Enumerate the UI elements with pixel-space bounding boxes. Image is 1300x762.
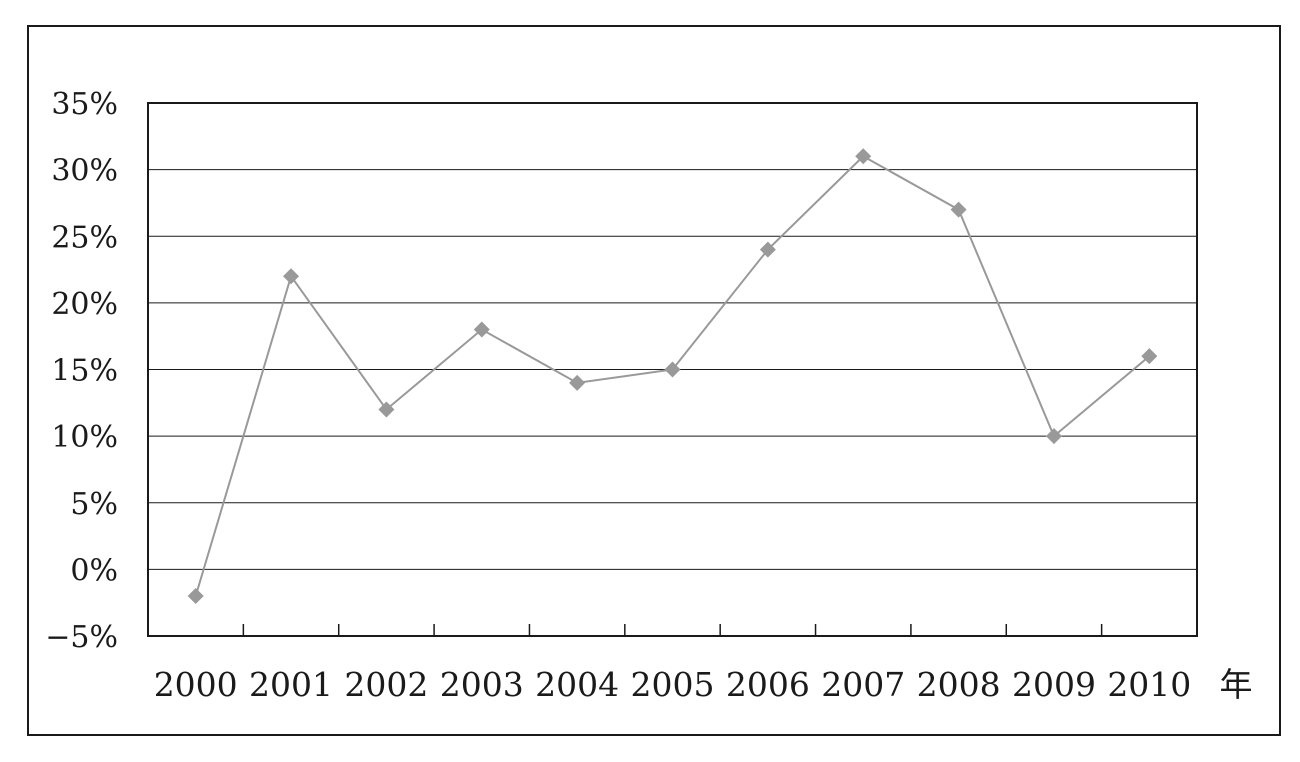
x-tick-label: 2007 <box>821 665 905 704</box>
data-point-marker <box>855 148 872 165</box>
plot-area <box>147 102 1198 637</box>
x-tick-label: 2010 <box>1107 665 1191 704</box>
chart-frame <box>27 25 1281 736</box>
x-tick-label: 2001 <box>249 665 333 704</box>
x-tick-label: 2006 <box>726 665 810 704</box>
x-axis-unit-label: 年 <box>1220 665 1253 704</box>
y-tick-label: −5% <box>45 620 118 655</box>
data-point-marker <box>664 361 681 378</box>
y-tick-label: 0% <box>70 553 118 588</box>
y-axis-tick-labels: −5% 0% 5% 10% 15% 20% 25% 30% 35% <box>45 87 118 655</box>
y-tick-label: 5% <box>70 487 118 522</box>
y-tick-label: 20% <box>51 287 118 322</box>
y-tick-label: 10% <box>51 420 118 455</box>
y-tick-label: 25% <box>51 220 118 255</box>
data-point-marker <box>473 321 490 338</box>
series-markers <box>187 148 1158 605</box>
x-tick-label: 2005 <box>631 665 715 704</box>
data-point-marker <box>1045 428 1062 445</box>
x-tick-label: 2009 <box>1012 665 1096 704</box>
x-tick-label: 2003 <box>440 665 524 704</box>
x-tick-label: 2008 <box>917 665 1001 704</box>
x-axis-ticks <box>242 624 1103 636</box>
x-axis-tick-labels: 2000 2001 2002 2003 2004 2005 2006 2007 2008 2009… <box>154 665 1192 704</box>
data-point-marker <box>569 374 586 391</box>
data-point-marker <box>1141 348 1158 365</box>
data-point-marker <box>759 241 776 258</box>
data-point-marker <box>283 268 300 285</box>
x-tick-label: 2004 <box>535 665 619 704</box>
y-tick-label: 30% <box>51 154 118 189</box>
x-tick-label: 2000 <box>154 665 238 704</box>
data-point-marker <box>950 201 967 218</box>
data-point-marker <box>378 401 395 418</box>
y-tick-label: 15% <box>51 354 118 389</box>
x-tick-label: 2002 <box>344 665 428 704</box>
y-tick-label: 35% <box>51 87 118 122</box>
grid-lines <box>148 169 1197 570</box>
data-point-marker <box>187 588 204 605</box>
